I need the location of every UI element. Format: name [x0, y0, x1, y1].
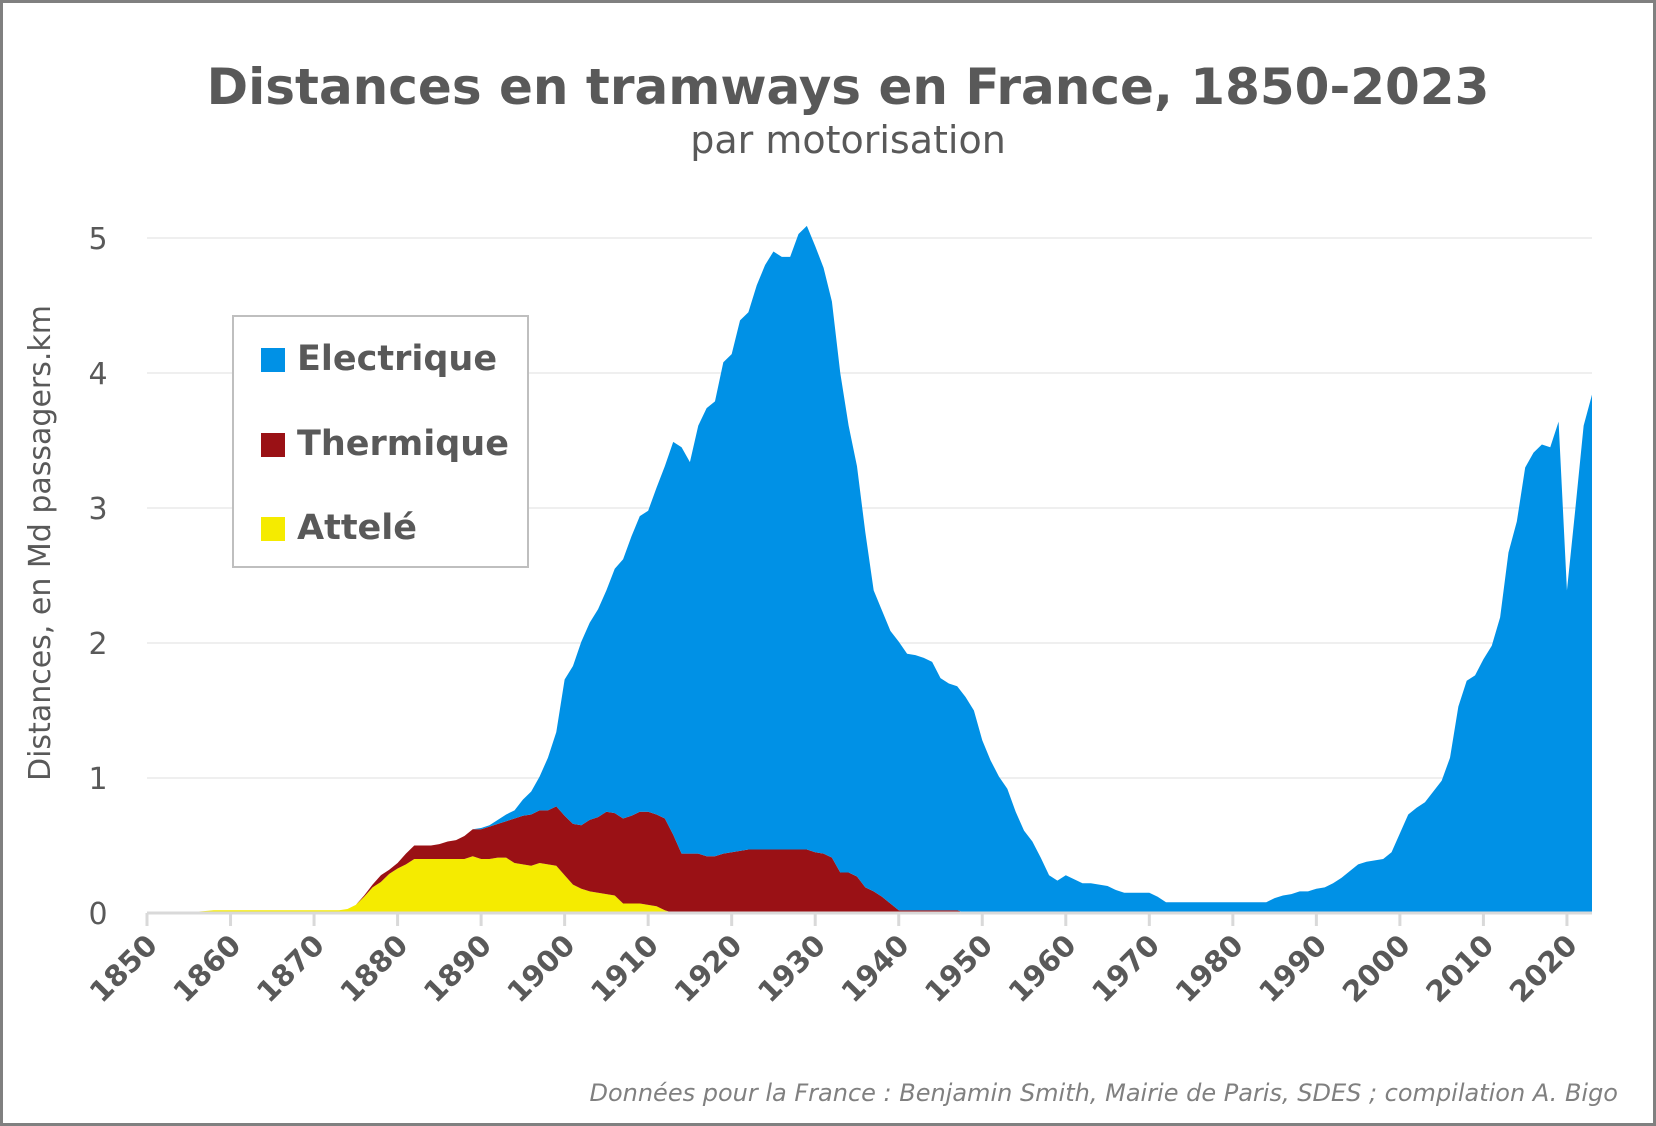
x-tick-label: 1990 — [1252, 928, 1333, 1009]
legend: Electrique Thermique Attelé — [232, 315, 529, 568]
x-tick-label: 2000 — [1336, 928, 1417, 1009]
x-tick-label: 2020 — [1503, 928, 1584, 1009]
x-axis-ticks: 1850 1860 1870 1880 1890 1900 1910 1920 1930 1940… — [83, 913, 1584, 1009]
x-tick-label: 1930 — [751, 928, 832, 1009]
source-footer: Données pour la France : Benjamin Smith,… — [589, 1079, 1618, 1107]
y-tick-label: 2 — [88, 627, 107, 662]
legend-item-electrique: Electrique — [261, 339, 497, 379]
x-tick-label: 2010 — [1419, 928, 1500, 1009]
y-tick-label: 4 — [88, 357, 107, 392]
x-tick-label: 1850 — [83, 928, 164, 1009]
x-tick-label: 1890 — [417, 928, 498, 1009]
x-tick-label: 1980 — [1169, 928, 1250, 1009]
y-axis-ticks: 0 1 2 3 4 5 — [88, 222, 107, 932]
legend-label-electrique: Electrique — [297, 339, 497, 379]
plot-areas — [147, 225, 1592, 914]
legend-label-attele: Attelé — [297, 508, 417, 548]
y-tick-label: 3 — [88, 492, 107, 527]
x-tick-label: 1950 — [918, 928, 999, 1009]
area-series-electrique — [147, 225, 1592, 914]
legend-item-attele: Attelé — [261, 508, 417, 548]
x-tick-label: 1880 — [333, 928, 414, 1009]
x-tick-label: 1870 — [250, 928, 331, 1009]
x-tick-label: 1900 — [500, 928, 581, 1009]
legend-label-thermique: Thermique — [297, 424, 509, 464]
y-tick-label: 1 — [88, 762, 107, 797]
x-tick-label: 1910 — [584, 928, 665, 1009]
y-tick-label: 0 — [88, 897, 107, 932]
legend-swatch-attele — [261, 517, 285, 541]
legend-swatch-thermique — [261, 433, 285, 457]
y-axis-label: Distances, en Md passagers.km — [23, 305, 58, 781]
x-tick-label: 1860 — [166, 928, 247, 1009]
x-tick-label: 1940 — [835, 928, 916, 1009]
x-tick-label: 1960 — [1002, 928, 1083, 1009]
chart-title: Distances en tramways en France, 1850-20… — [207, 58, 1490, 116]
x-tick-label: 1970 — [1085, 928, 1166, 1009]
x-tick-label: 1920 — [668, 928, 749, 1009]
legend-item-thermique: Thermique — [261, 424, 509, 464]
chart-subtitle: par motorisation — [690, 118, 1006, 162]
area-series-thermique — [147, 806, 1592, 913]
legend-swatch-electrique — [261, 348, 285, 372]
y-tick-label: 5 — [88, 222, 107, 257]
area-series-attele — [147, 856, 1592, 913]
